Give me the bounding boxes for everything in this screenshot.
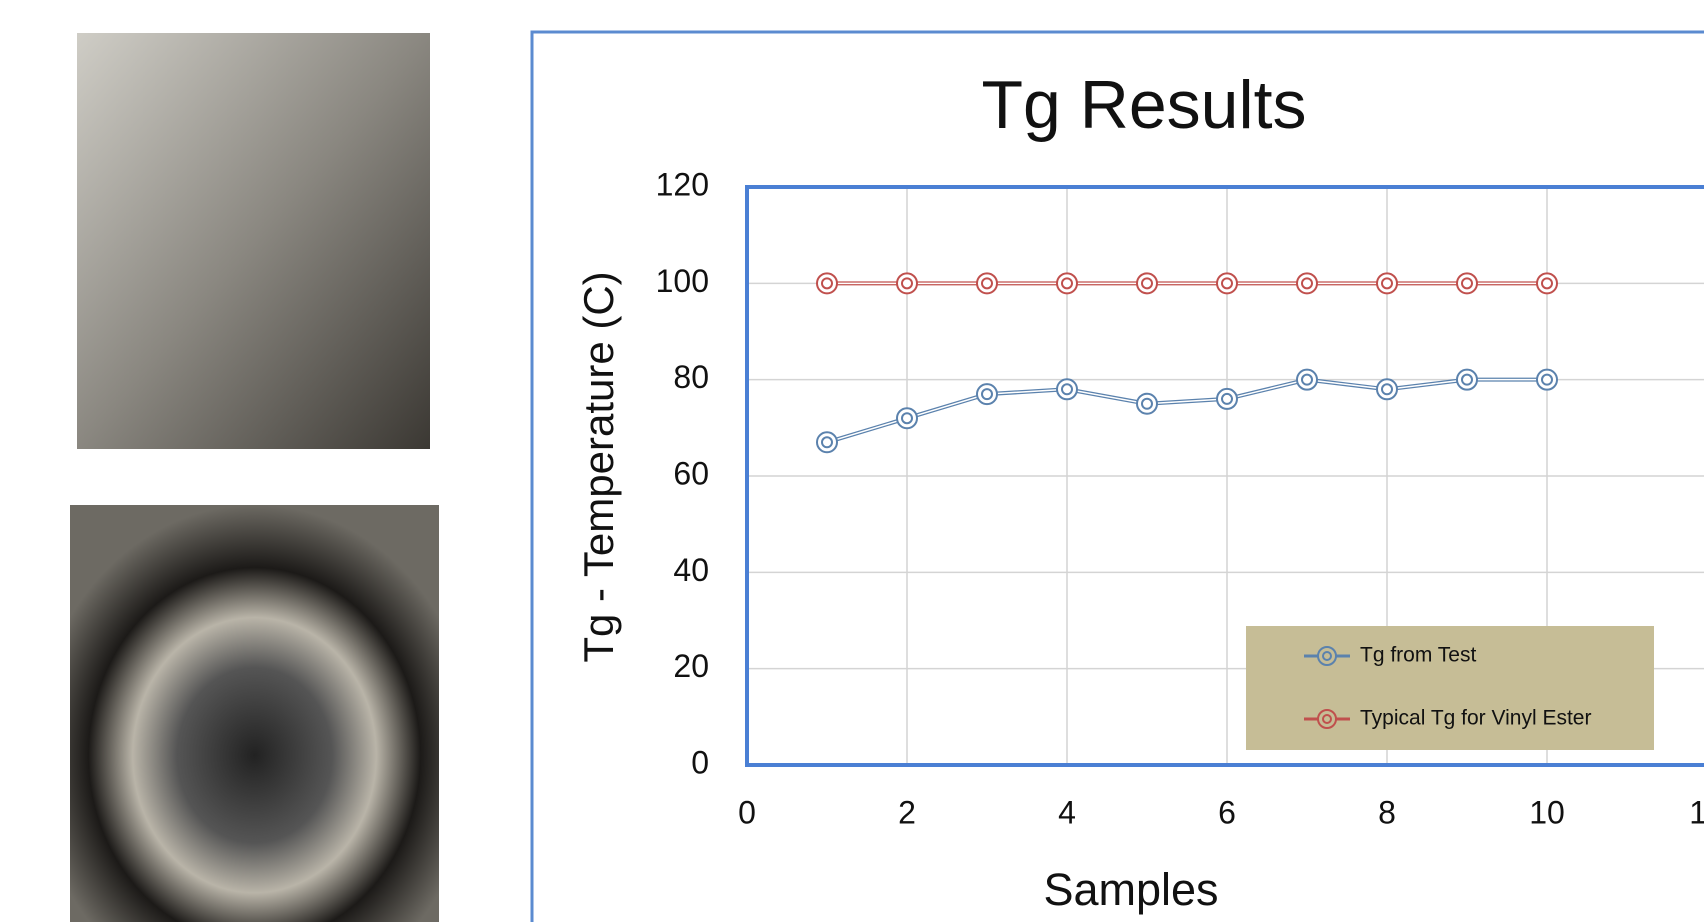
- marker-core: [1541, 373, 1553, 386]
- y-tick-label: 40: [673, 552, 709, 588]
- x-tick-label: 4: [1058, 794, 1076, 830]
- marker: [1056, 272, 1078, 295]
- marker-ring: [1376, 378, 1398, 401]
- marker-core: [1381, 383, 1393, 396]
- y-tick-label: 120: [656, 166, 709, 202]
- marker-ring: [1536, 272, 1558, 295]
- marker-core: [981, 388, 993, 401]
- marker-ring: [1216, 272, 1238, 295]
- x-tick-label: 2: [898, 794, 916, 830]
- marker-ring: [1456, 368, 1478, 391]
- chart-frame: [530, 30, 1704, 922]
- marker-ring: [976, 383, 998, 406]
- marker-core: [1381, 277, 1393, 290]
- y-tick-label: 80: [673, 359, 709, 395]
- series-line-inner: [826, 378, 1547, 444]
- marker: [1376, 378, 1398, 401]
- marker: [1536, 368, 1558, 391]
- marker-core: [901, 412, 913, 425]
- chart-title: Tg Results: [982, 67, 1307, 143]
- photo-instrument: [77, 33, 430, 449]
- marker-ring: [1376, 272, 1398, 295]
- marker-core: [981, 277, 993, 290]
- marker-core: [1221, 392, 1233, 405]
- legend-swatch-core: [1322, 714, 1332, 724]
- marker-core: [1301, 277, 1313, 290]
- legend-box: [1246, 626, 1654, 750]
- marker-ring: [1296, 368, 1318, 391]
- marker: [1056, 378, 1078, 401]
- marker-core: [821, 436, 833, 449]
- y-tick-label: 100: [656, 263, 709, 299]
- marker: [1136, 272, 1158, 295]
- marker: [816, 431, 838, 454]
- legend-label: Typical Tg for Vinyl Ester: [1360, 707, 1591, 730]
- y-tick-label: 0: [691, 744, 709, 780]
- marker: [1456, 368, 1478, 391]
- marker-ring: [896, 407, 918, 430]
- marker: [1536, 272, 1558, 295]
- marker: [976, 383, 998, 406]
- marker-core: [1141, 277, 1153, 290]
- x-tick-label: 12: [1689, 794, 1704, 830]
- marker-ring: [1136, 272, 1158, 295]
- marker-core: [1221, 277, 1233, 290]
- x-axis-label: Samples: [1043, 864, 1218, 915]
- marker: [1216, 272, 1238, 295]
- marker: [1456, 272, 1478, 295]
- marker: [1296, 368, 1318, 391]
- marker: [896, 272, 918, 295]
- marker: [1376, 272, 1398, 295]
- x-tick-label: 0: [738, 794, 756, 830]
- x-tick-label: 10: [1529, 794, 1565, 830]
- marker-core: [1541, 277, 1553, 290]
- legend-swatch-core: [1322, 651, 1332, 661]
- marker-core: [821, 277, 833, 290]
- marker-ring: [816, 272, 838, 295]
- marker-core: [1461, 277, 1473, 290]
- marker-core: [1061, 383, 1073, 396]
- y-tick-label: 60: [673, 455, 709, 491]
- marker: [1296, 272, 1318, 295]
- legend-label: Tg from Test: [1360, 644, 1476, 667]
- marker-ring: [896, 272, 918, 295]
- marker-ring: [1456, 272, 1478, 295]
- marker-ring: [1136, 392, 1158, 415]
- x-tick-label: 8: [1378, 794, 1396, 830]
- marker-core: [901, 277, 913, 290]
- plot-border: [745, 185, 1704, 767]
- marker-ring: [1536, 368, 1558, 391]
- marker: [976, 272, 998, 295]
- y-tick-label: 20: [673, 648, 709, 684]
- marker-ring: [1056, 272, 1078, 295]
- marker-core: [1461, 373, 1473, 386]
- marker-ring: [1056, 378, 1078, 401]
- marker-ring: [976, 272, 998, 295]
- photo-sample-holder: [70, 505, 439, 922]
- marker-core: [1061, 277, 1073, 290]
- marker-ring: [1296, 272, 1318, 295]
- marker: [896, 407, 918, 430]
- marker: [1216, 387, 1238, 410]
- marker: [1136, 392, 1158, 415]
- marker-core: [1141, 397, 1153, 410]
- x-tick-label: 6: [1218, 794, 1236, 830]
- y-axis-label: Tg - Temperature (C): [575, 271, 622, 662]
- legend-swatch-marker: [1317, 646, 1337, 666]
- legend-swatch-marker: [1317, 709, 1337, 729]
- marker-ring: [816, 431, 838, 454]
- marker-core: [1301, 373, 1313, 386]
- marker: [816, 272, 838, 295]
- marker-ring: [1216, 387, 1238, 410]
